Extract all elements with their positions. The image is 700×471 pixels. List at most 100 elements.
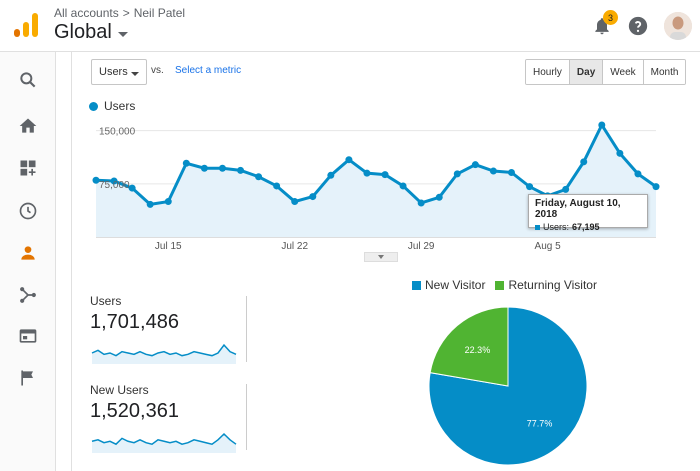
data-point[interactable] (110, 177, 118, 185)
data-point[interactable] (164, 198, 172, 206)
sidebar-item-search[interactable] (16, 68, 40, 92)
data-point[interactable] (417, 199, 425, 207)
stat-users[interactable]: Users 1,701,486 (90, 294, 238, 364)
sidebar-item-home[interactable] (16, 114, 40, 138)
divider (246, 296, 247, 362)
data-point[interactable] (616, 149, 624, 157)
avatar[interactable] (664, 12, 692, 40)
data-point[interactable] (255, 173, 263, 181)
stat-new-users[interactable]: New Users 1,520,361 (90, 383, 238, 453)
legend-color-swatch (495, 280, 505, 290)
data-point[interactable] (489, 167, 497, 175)
data-point[interactable] (580, 158, 588, 166)
granularity-day-button[interactable]: Day (569, 60, 604, 84)
y-tick-label: 75,000 (99, 180, 130, 191)
stat-label: Users (90, 294, 122, 308)
granularity-month-button[interactable]: Month (643, 60, 686, 84)
legend-series-label: Users (104, 99, 136, 113)
sidebar-item-behavior[interactable] (16, 324, 40, 348)
data-point[interactable] (182, 159, 190, 167)
sidebar-item-conversions[interactable] (16, 366, 40, 390)
metric-dropdown-value: Users (99, 66, 128, 78)
analytics-logo-icon[interactable] (14, 13, 38, 37)
data-point[interactable] (146, 200, 154, 208)
data-point[interactable] (381, 171, 389, 179)
data-point[interactable] (634, 170, 642, 178)
data-point[interactable] (363, 169, 371, 177)
sidebar-item-audience[interactable] (16, 241, 40, 265)
data-point[interactable] (291, 198, 299, 206)
stat-value: 1,520,361 (90, 400, 179, 422)
data-point[interactable] (237, 166, 245, 174)
data-point[interactable] (218, 164, 226, 172)
users-line-chart[interactable]: 150,000 75,000 Jul 15 Jul 22 Jul 29 Aug 5 (72, 112, 700, 252)
granularity-hourly-button[interactable]: Hourly (526, 60, 570, 84)
view-name: Global (54, 21, 112, 43)
sparkline-area (92, 345, 236, 364)
pie-slice-returning-visitor[interactable] (429, 306, 509, 387)
legend-label: New Visitor (425, 278, 486, 292)
data-point[interactable] (128, 184, 136, 192)
breadcrumb-account[interactable]: Neil Patel (133, 6, 186, 20)
data-point[interactable] (526, 183, 534, 191)
pie-legend-item[interactable]: New Visitor (412, 278, 485, 292)
series-color-square (535, 224, 540, 230)
sparkline-line (91, 432, 237, 446)
y-tick-label: 150,000 (99, 127, 136, 138)
sidebar-item-customization[interactable] (16, 156, 40, 180)
chart-legend: Users (89, 99, 135, 113)
data-point[interactable] (327, 171, 335, 179)
data-point[interactable] (345, 156, 353, 164)
vs-label: vs. (151, 65, 164, 76)
view-selector[interactable]: Global (54, 21, 128, 44)
breadcrumb-root[interactable]: All accounts (54, 6, 119, 20)
tooltip-date: Friday, August 10, 2018 (535, 198, 621, 220)
behavior-icon (19, 329, 37, 343)
metric-dropdown[interactable]: Users (91, 59, 147, 85)
data-point[interactable] (471, 161, 479, 169)
legend-color-swatch (412, 280, 421, 290)
data-point[interactable] (399, 182, 407, 190)
data-point[interactable] (200, 164, 208, 172)
data-point[interactable] (562, 185, 570, 193)
data-point[interactable] (507, 168, 515, 176)
chart-collapse-handle[interactable] (364, 252, 398, 262)
x-tick-label: Jul 29 (408, 241, 435, 252)
home-icon (19, 118, 37, 133)
chart-tooltip: Friday, August 10, 2018 Users: 67,195 (528, 194, 648, 232)
notifications-button[interactable]: 3 (590, 10, 618, 38)
visitor-type-pie-chart[interactable]: 77.7% 22.3% (428, 306, 588, 466)
data-point[interactable] (435, 193, 443, 201)
person-icon (21, 246, 35, 260)
tooltip-label: Users: (543, 222, 570, 232)
series-area (96, 124, 656, 237)
tooltip-value: 67,195 (572, 222, 600, 232)
chevron-down-icon (117, 31, 128, 37)
sidebar-item-acquisition[interactable] (16, 283, 40, 307)
data-point[interactable] (598, 121, 606, 129)
data-point[interactable] (652, 183, 660, 191)
pie-legend-item[interactable]: Returning Visitor (495, 278, 597, 292)
sidebar-item-realtime[interactable] (16, 199, 40, 223)
chevron-down-icon (378, 255, 384, 259)
main-panel: Users vs. Select a metric Hourly Day Week M… (71, 52, 700, 471)
data-point[interactable] (273, 182, 281, 190)
breadcrumb[interactable]: All accounts > Neil Patel (54, 6, 185, 20)
user-avatar-icon (664, 12, 692, 40)
legend-label: Returning Visitor (508, 278, 597, 292)
stat-label: New Users (90, 383, 149, 397)
tooltip-value-row: Users: 67,195 (535, 222, 641, 232)
chevron-down-icon (131, 72, 139, 76)
data-point[interactable] (92, 176, 100, 184)
data-point[interactable] (453, 170, 461, 178)
help-button[interactable] (626, 14, 650, 38)
acquisition-icon (20, 287, 36, 303)
new-users-sparkline (91, 432, 237, 453)
sparkline-line (91, 343, 237, 357)
data-point[interactable] (309, 193, 317, 201)
breadcrumb-separator: > (122, 6, 130, 20)
granularity-week-button[interactable]: Week (603, 60, 644, 84)
notification-badge: 3 (603, 10, 618, 25)
flag-icon (21, 370, 33, 386)
select-metric-link[interactable]: Select a metric (175, 65, 242, 76)
